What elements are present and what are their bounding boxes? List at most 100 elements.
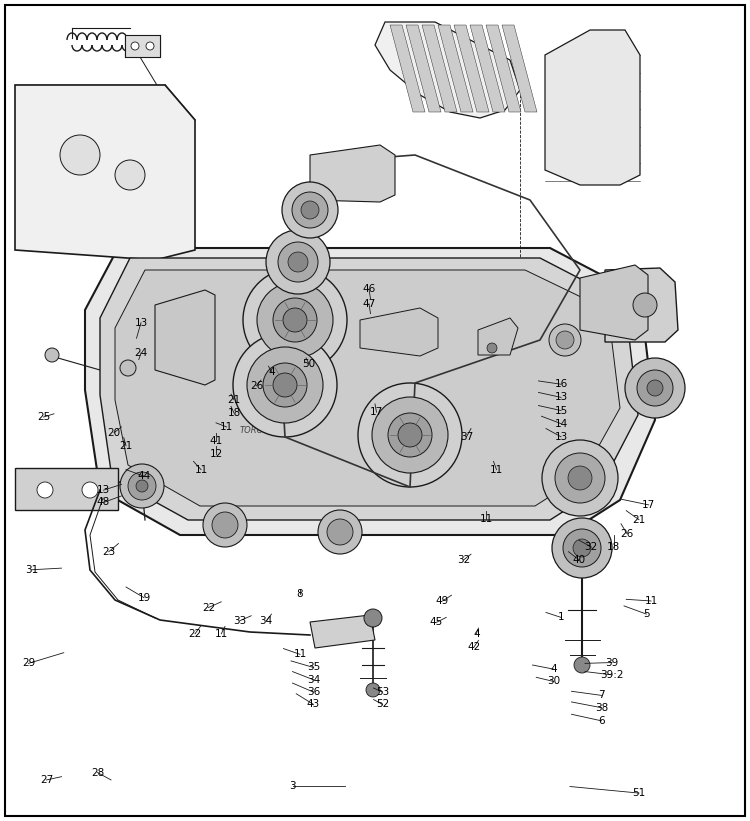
Bar	[125, 35, 160, 57]
Circle shape	[136, 480, 148, 492]
Text: 48: 48	[97, 498, 110, 507]
Text: 11: 11	[293, 649, 307, 659]
Polygon shape	[502, 25, 537, 112]
Text: 5: 5	[644, 609, 650, 619]
Circle shape	[647, 380, 663, 396]
Text: 26: 26	[250, 381, 263, 391]
Text: 38: 38	[595, 703, 608, 713]
Circle shape	[273, 373, 297, 397]
Polygon shape	[15, 85, 195, 260]
Circle shape	[301, 201, 319, 219]
Circle shape	[203, 503, 247, 547]
Text: 17: 17	[642, 500, 656, 510]
Circle shape	[120, 360, 136, 376]
Text: 4: 4	[473, 629, 479, 639]
Text: 34: 34	[307, 675, 320, 685]
Text: 50: 50	[302, 359, 316, 369]
Text: 11: 11	[490, 465, 503, 475]
Polygon shape	[605, 268, 678, 342]
Text: 37: 37	[460, 432, 473, 442]
Circle shape	[131, 42, 139, 50]
Polygon shape	[15, 468, 118, 510]
Text: 36: 36	[307, 687, 320, 697]
Text: 49: 49	[436, 596, 449, 606]
Text: 24: 24	[134, 348, 148, 358]
Text: 44: 44	[137, 471, 151, 481]
Text: 21: 21	[227, 395, 241, 405]
Text: 43: 43	[307, 699, 320, 709]
Polygon shape	[310, 145, 395, 202]
Text: 3: 3	[290, 781, 296, 791]
Circle shape	[263, 363, 307, 407]
Text: TURBO FORCE: TURBO FORCE	[240, 406, 301, 415]
Text: 30: 30	[547, 677, 560, 686]
Polygon shape	[100, 258, 638, 520]
Circle shape	[282, 182, 338, 238]
Polygon shape	[155, 290, 215, 385]
Text: 23: 23	[102, 547, 116, 557]
Circle shape	[327, 519, 353, 545]
Text: 17: 17	[370, 407, 383, 417]
Text: 20: 20	[107, 428, 121, 438]
Circle shape	[625, 358, 685, 418]
Text: 52: 52	[376, 699, 389, 709]
Polygon shape	[115, 270, 620, 506]
Text: 29: 29	[22, 658, 35, 668]
Polygon shape	[454, 25, 489, 112]
Circle shape	[364, 609, 382, 627]
Text: 12: 12	[209, 449, 223, 459]
Circle shape	[273, 298, 317, 342]
Text: 13: 13	[554, 432, 568, 442]
Circle shape	[633, 293, 657, 317]
Circle shape	[146, 42, 154, 50]
Text: 18: 18	[227, 408, 241, 418]
Text: 41: 41	[209, 436, 223, 446]
Text: 13: 13	[554, 392, 568, 402]
Text: 19: 19	[137, 593, 151, 603]
Text: 32: 32	[457, 555, 470, 565]
Polygon shape	[545, 30, 640, 185]
Circle shape	[568, 466, 592, 490]
Circle shape	[128, 472, 156, 500]
Text: 31: 31	[25, 565, 38, 575]
Circle shape	[552, 518, 612, 578]
Circle shape	[212, 512, 238, 538]
Circle shape	[120, 464, 164, 508]
Circle shape	[549, 324, 581, 356]
Circle shape	[318, 510, 362, 554]
Text: 53: 53	[376, 687, 389, 697]
Polygon shape	[406, 25, 441, 112]
Circle shape	[278, 242, 318, 282]
Polygon shape	[375, 22, 520, 118]
Text: 22: 22	[188, 629, 202, 639]
Text: 28: 28	[91, 768, 104, 777]
Text: 11: 11	[214, 629, 228, 639]
Circle shape	[555, 453, 605, 503]
Text: 40: 40	[572, 555, 586, 565]
Circle shape	[574, 657, 590, 673]
Text: 21: 21	[119, 441, 133, 451]
Text: 39: 39	[605, 658, 619, 667]
Text: 26: 26	[620, 529, 634, 539]
Circle shape	[115, 160, 145, 190]
Circle shape	[358, 383, 462, 487]
Text: 18: 18	[607, 542, 620, 552]
Polygon shape	[85, 248, 655, 535]
Text: 6: 6	[598, 716, 604, 726]
Polygon shape	[470, 25, 505, 112]
Circle shape	[542, 440, 618, 516]
Circle shape	[292, 192, 328, 228]
Circle shape	[563, 529, 601, 567]
Text: 42: 42	[467, 642, 481, 652]
Circle shape	[45, 348, 59, 362]
Circle shape	[637, 370, 673, 406]
Text: 33: 33	[233, 616, 247, 626]
Circle shape	[487, 343, 497, 353]
Circle shape	[398, 423, 422, 447]
Circle shape	[60, 135, 100, 175]
Text: 7: 7	[598, 690, 604, 700]
Polygon shape	[580, 265, 648, 340]
Circle shape	[573, 539, 591, 557]
Text: 8: 8	[297, 589, 303, 599]
Polygon shape	[310, 615, 375, 648]
